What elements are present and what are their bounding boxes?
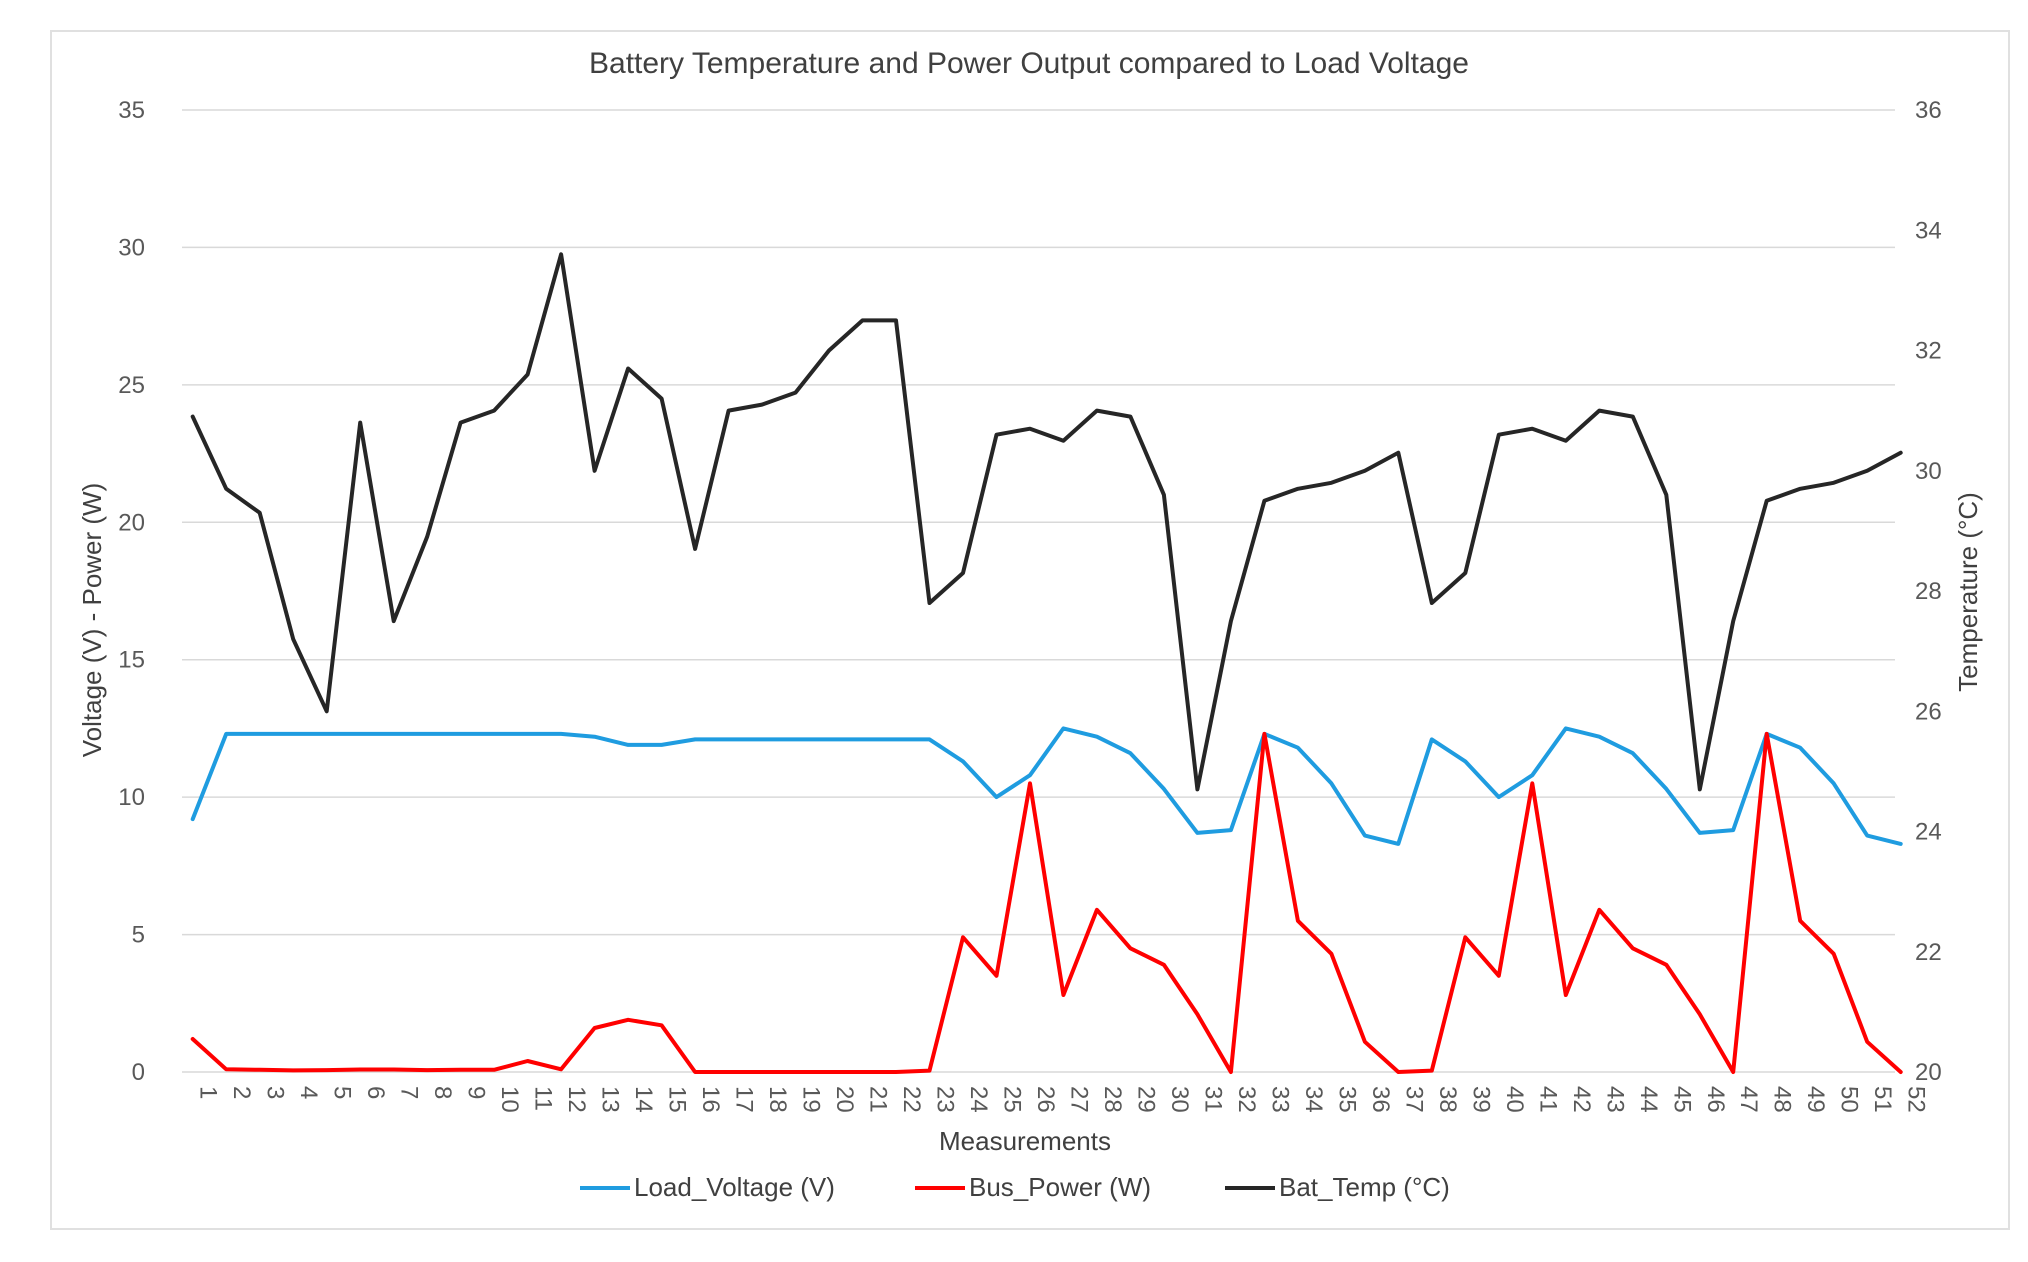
x-tick-label: 32	[1233, 1086, 1260, 1113]
x-tick-label: 25	[998, 1086, 1025, 1113]
x-tick-label: 31	[1199, 1086, 1226, 1113]
x-tick-label: 9	[463, 1086, 490, 1099]
gridlines	[182, 109, 1895, 1073]
x-tick-label: 33	[1266, 1086, 1293, 1113]
y-left-tick-label: 25	[118, 372, 145, 399]
y-right-tick-label: 36	[1915, 97, 1942, 124]
y-left-tick-label: 15	[118, 647, 145, 674]
x-tick-label: 43	[1601, 1086, 1628, 1113]
y-left-tick-label: 35	[118, 97, 145, 124]
x-tick-label: 12	[563, 1086, 590, 1113]
y-left-tick-label: 0	[132, 1059, 145, 1086]
x-tick-label: 21	[865, 1086, 892, 1113]
x-tick-label: 40	[1501, 1086, 1528, 1113]
y-left-tick-label: 10	[118, 784, 145, 811]
legend-label: Load_Voltage (V)	[634, 1172, 835, 1202]
x-tick-label: 51	[1869, 1086, 1896, 1113]
x-tick-label: 7	[396, 1086, 423, 1099]
x-tick-label: 36	[1367, 1086, 1394, 1113]
y-axis-right: 20 22 24 26 28 30 32 34 36	[1915, 97, 1942, 1086]
legend: Load_Voltage (V) Bus_Power (W) Bat_Temp (°…	[580, 1172, 1450, 1202]
x-tick-label: 28	[1099, 1086, 1126, 1113]
x-tick-label: 5	[329, 1086, 356, 1099]
x-tick-label: 17	[731, 1086, 758, 1113]
x-tick-label: 10	[496, 1086, 523, 1113]
y-right-tick-label: 30	[1915, 458, 1942, 485]
x-tick-label: 35	[1333, 1086, 1360, 1113]
x-tick-label: 8	[429, 1086, 456, 1099]
x-tick-label: 47	[1735, 1086, 1762, 1113]
y-right-tick-label: 34	[1915, 217, 1942, 244]
x-tick-label: 29	[1132, 1086, 1159, 1113]
y-left-tick-label: 20	[118, 509, 145, 536]
x-tick-label: 49	[1802, 1086, 1829, 1113]
series-line	[190, 726, 1903, 846]
x-tick-label: 26	[1032, 1086, 1059, 1113]
x-tick-label: 16	[697, 1086, 724, 1113]
x-tick-label: 4	[295, 1086, 322, 1099]
x-tick-label: 19	[798, 1086, 825, 1113]
x-tick-label: 3	[262, 1086, 289, 1099]
x-tick-label: 50	[1836, 1086, 1863, 1113]
x-tick-label: 2	[228, 1086, 255, 1099]
y-left-tick-label: 5	[132, 922, 145, 949]
y-right-tick-label: 20	[1915, 1059, 1942, 1086]
chart-title: Battery Temperature and Power Output com…	[589, 47, 1469, 80]
x-tick-label: 18	[764, 1086, 791, 1113]
x-tick-label: 27	[1065, 1086, 1092, 1113]
y-right-tick-label: 22	[1915, 939, 1942, 966]
x-tick-label: 22	[898, 1086, 925, 1113]
series-line	[190, 252, 1903, 792]
series-lines	[190, 252, 1903, 1074]
y-right-tick-label: 24	[1915, 819, 1942, 846]
y-axis-right-title: Temperature (°C)	[1953, 492, 1983, 692]
x-tick-label: 34	[1300, 1086, 1327, 1113]
x-tick-label: 15	[664, 1086, 691, 1113]
y-right-tick-label: 32	[1915, 338, 1942, 365]
x-tick-label: 14	[630, 1086, 657, 1113]
legend-label: Bus_Power (W)	[969, 1172, 1151, 1202]
y-left-tick-label: 30	[118, 234, 145, 261]
x-tick-label: 1	[195, 1086, 222, 1099]
x-tick-label: 46	[1702, 1086, 1729, 1113]
x-tick-label: 30	[1166, 1086, 1193, 1113]
x-tick-label: 38	[1434, 1086, 1461, 1113]
series-line	[190, 731, 1903, 1074]
y-axis-left: 0 5 10 15 20 25 30 35	[118, 97, 145, 1086]
x-tick-label: 37	[1400, 1086, 1427, 1113]
x-axis-title: Measurements	[939, 1126, 1111, 1156]
legend-label: Bat_Temp (°C)	[1279, 1172, 1450, 1202]
x-tick-label: 23	[931, 1086, 958, 1113]
x-tick-label: 48	[1769, 1086, 1796, 1113]
y-right-tick-label: 26	[1915, 698, 1942, 725]
x-tick-label: 11	[530, 1086, 557, 1111]
x-axis: 1 2 3 4 5 6 7 8 9 10 11 12 13 14 15 16 17 18 19 20 21 22 23 24 2…	[195, 1086, 1930, 1113]
x-tick-label: 24	[965, 1086, 992, 1113]
x-tick-label: 41	[1534, 1086, 1561, 1113]
x-tick-label: 44	[1635, 1086, 1662, 1113]
x-tick-label: 20	[831, 1086, 858, 1113]
x-tick-label: 52	[1903, 1086, 1930, 1113]
x-tick-label: 39	[1467, 1086, 1494, 1113]
y-right-tick-label: 28	[1915, 578, 1942, 605]
x-tick-label: 45	[1668, 1086, 1695, 1113]
y-axis-left-title: Voltage (V) - Power (W)	[77, 483, 107, 758]
x-tick-label: 42	[1568, 1086, 1595, 1113]
x-tick-label: 13	[597, 1086, 624, 1113]
x-tick-label: 6	[362, 1086, 389, 1099]
